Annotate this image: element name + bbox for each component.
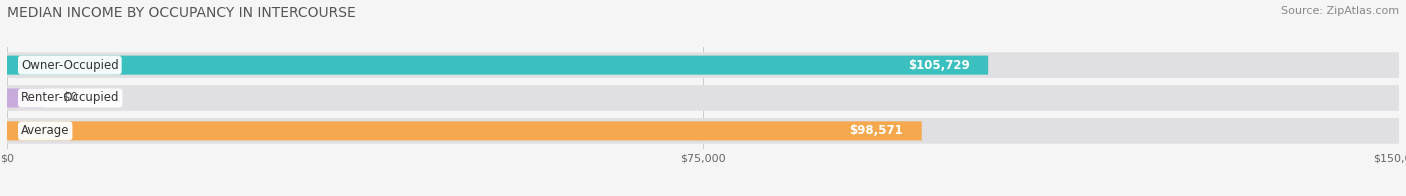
FancyBboxPatch shape <box>7 52 1399 78</box>
Text: Renter-Occupied: Renter-Occupied <box>21 92 120 104</box>
FancyBboxPatch shape <box>7 121 922 140</box>
Text: Source: ZipAtlas.com: Source: ZipAtlas.com <box>1281 6 1399 16</box>
Text: MEDIAN INCOME BY OCCUPANCY IN INTERCOURSE: MEDIAN INCOME BY OCCUPANCY IN INTERCOURS… <box>7 6 356 20</box>
FancyBboxPatch shape <box>7 56 988 75</box>
Text: $0: $0 <box>63 92 77 104</box>
Text: $98,571: $98,571 <box>849 124 903 137</box>
FancyBboxPatch shape <box>7 85 1399 111</box>
Text: Average: Average <box>21 124 69 137</box>
Text: Owner-Occupied: Owner-Occupied <box>21 59 118 72</box>
Text: $105,729: $105,729 <box>908 59 970 72</box>
FancyBboxPatch shape <box>7 118 1399 144</box>
FancyBboxPatch shape <box>7 88 44 108</box>
